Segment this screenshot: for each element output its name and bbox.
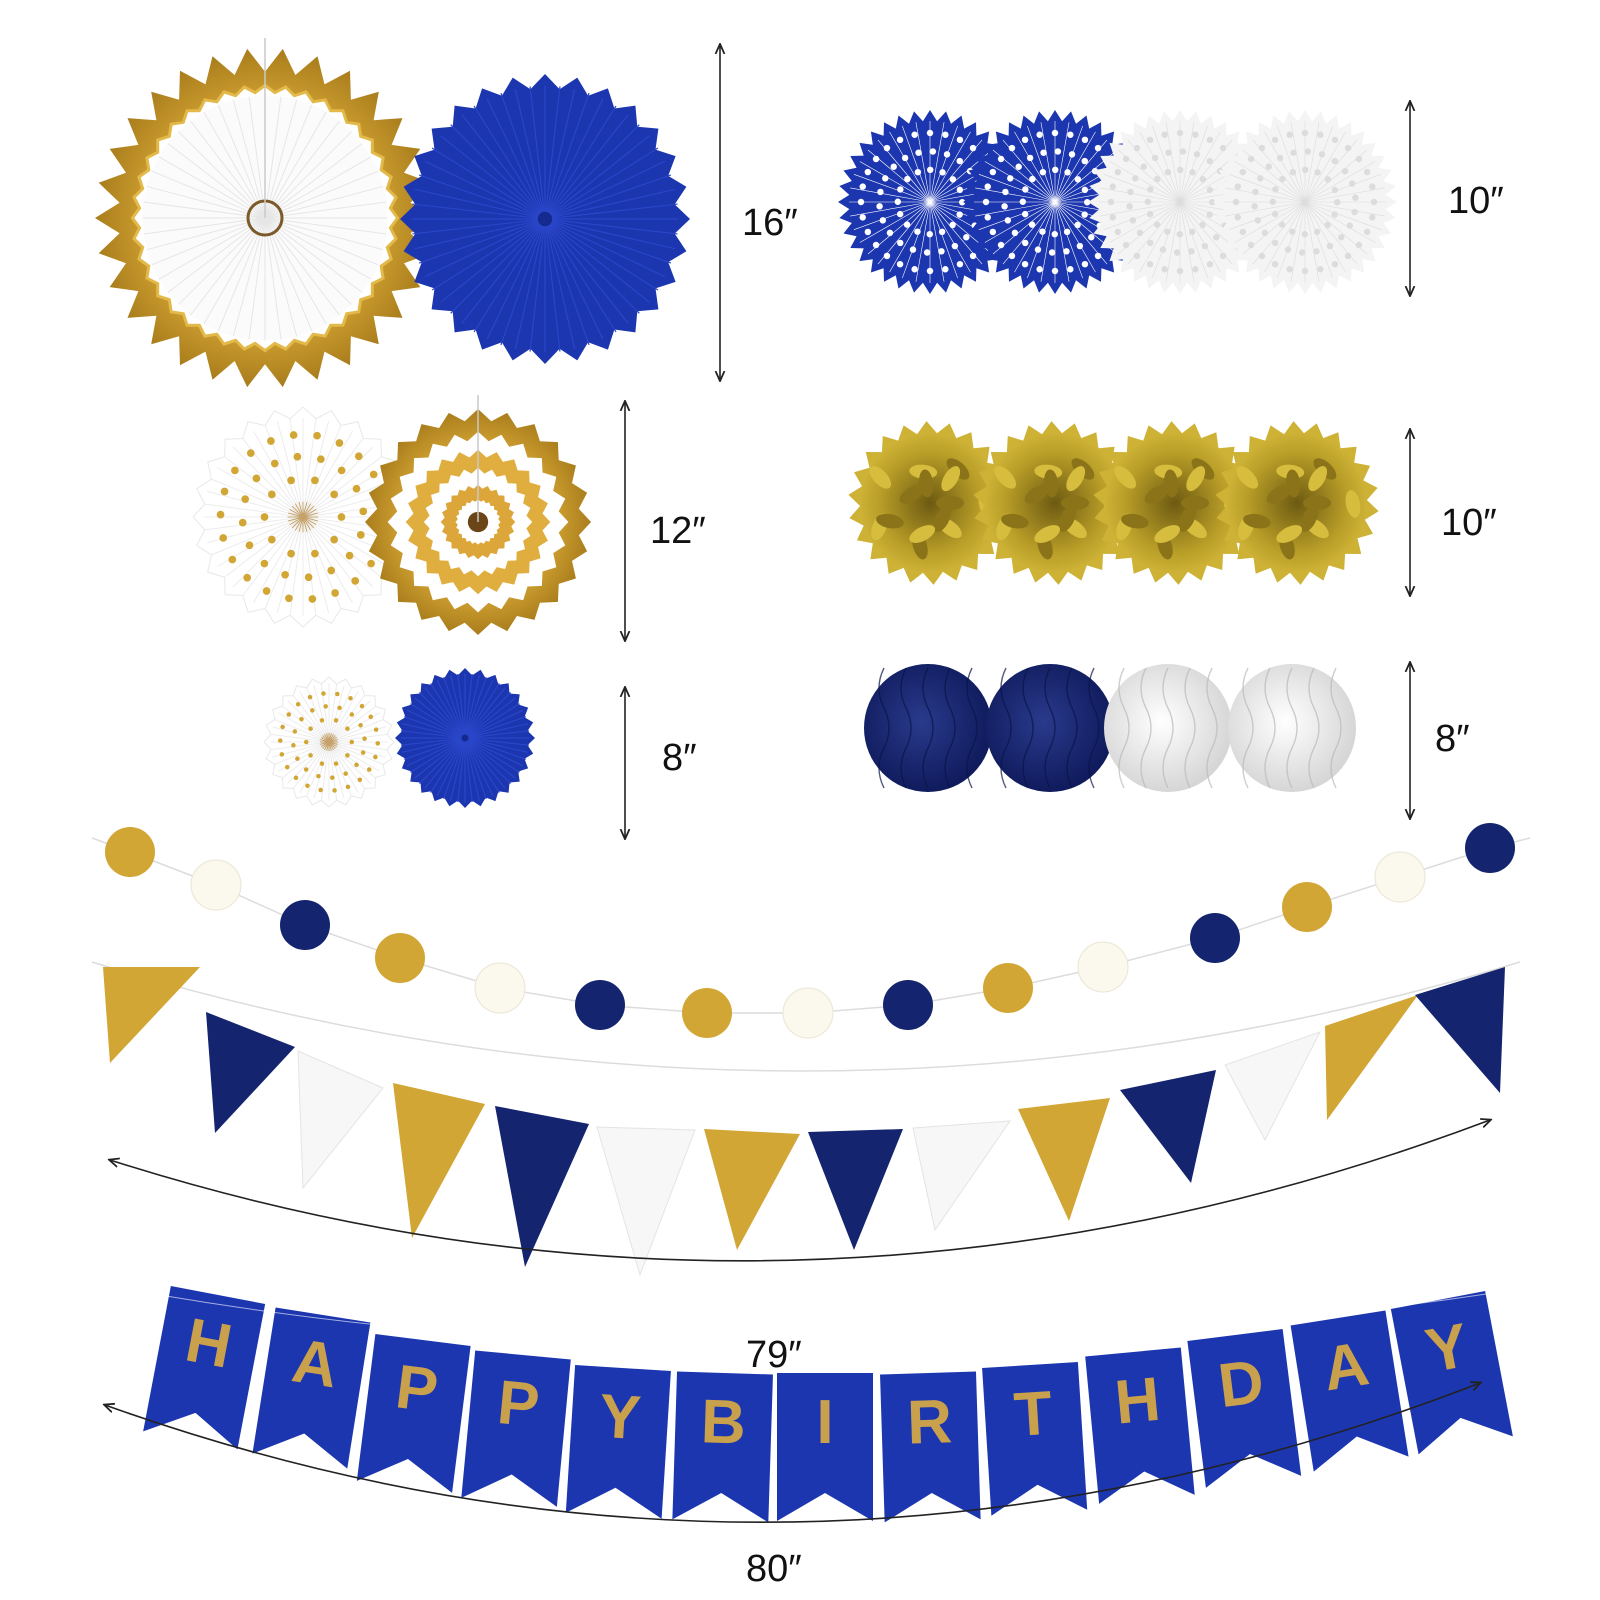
pennant-string <box>91 961 1521 1072</box>
white-lace-fan-2 <box>1213 110 1397 294</box>
garland-circle-gold <box>983 963 1033 1013</box>
banner-pennant: H <box>1085 1347 1195 1504</box>
banner-pennant: A <box>1290 1310 1409 1472</box>
pennant-flag-white <box>912 1120 1012 1232</box>
pennant-flag-navy <box>206 1012 295 1133</box>
gold-pom-pom-2 <box>973 421 1137 585</box>
garland-circle-gold <box>105 827 155 877</box>
royal-blue-fan-large <box>400 74 690 364</box>
garland-circle-navy <box>1465 823 1515 873</box>
pennant-flag-navy <box>1120 1070 1216 1183</box>
garland-circle-gold <box>1282 882 1332 932</box>
gold-pom-pom-4 <box>1215 421 1379 585</box>
pennant-flag-gold <box>1018 1098 1110 1221</box>
gold-pom-pom-1 <box>848 421 1012 585</box>
banner-letter: D <box>1215 1347 1268 1421</box>
honeycomb-balls-size-label: 8″ <box>1435 718 1470 760</box>
garland-circle-white <box>190 859 242 911</box>
garland-circle-navy <box>575 980 625 1030</box>
pennant-flag-white <box>1224 1031 1322 1142</box>
triangle-banner-length-arrow <box>110 1120 1490 1262</box>
triangle-banner-length-label: 79″ <box>746 1334 802 1376</box>
gold-striped-fan-medium <box>365 395 591 635</box>
navy-honeycomb-ball-2 <box>986 664 1114 792</box>
pennant-flag-navy <box>1415 967 1505 1093</box>
garland-circle-white <box>474 962 526 1014</box>
large-fans-size-label: 16″ <box>742 202 798 244</box>
medium-fans-size-label: 12″ <box>650 510 706 552</box>
royal-blue-fan-small <box>395 668 535 808</box>
garland-circle-navy <box>1190 913 1240 963</box>
banner-letter: B <box>700 1387 747 1457</box>
banner-pennant: I <box>777 1373 873 1521</box>
garland-circle-navy <box>280 900 330 950</box>
pennant-flag-gold <box>704 1129 800 1250</box>
banner-letter: R <box>906 1387 953 1457</box>
garland-circle-white <box>1077 941 1129 993</box>
pennant-flag-gold <box>1325 995 1418 1120</box>
pennant-flag-white <box>297 1050 384 1190</box>
banner-letter: T <box>1012 1379 1054 1450</box>
banner-pennant: Y <box>1390 1291 1513 1455</box>
banner-letter: P <box>495 1368 543 1441</box>
gold-white-fan-large <box>95 38 435 388</box>
garland-circle-navy <box>883 980 933 1030</box>
banner-pennant: T <box>982 1361 1088 1516</box>
garland-circle-gold <box>682 988 732 1038</box>
garland-circle-white <box>1374 851 1426 903</box>
small-paper-fans-size-label: 10″ <box>1448 180 1504 222</box>
banner-letter: H <box>1112 1365 1163 1438</box>
banner-letter: Y <box>597 1382 643 1453</box>
white-honeycomb-ball-3 <box>1104 664 1232 792</box>
pennant-flag-white <box>596 1126 696 1277</box>
pennant-flag-navy <box>808 1129 903 1250</box>
gold-pom-pom-3 <box>1093 421 1257 585</box>
banner-pennant: A <box>252 1307 371 1469</box>
polka-dot-fan-small <box>263 676 395 808</box>
banner-letter: I <box>816 1388 833 1457</box>
banner-pennant: P <box>356 1333 471 1493</box>
small-fans-size-label: 8″ <box>662 737 697 779</box>
banner-pennant: D <box>1187 1328 1302 1488</box>
pennant-flag-gold <box>103 967 200 1063</box>
white-honeycomb-ball-4 <box>1228 664 1356 792</box>
birthday-banner-length-label: 80″ <box>740 1550 808 1588</box>
banner-pennant: Y <box>565 1364 671 1519</box>
navy-honeycomb-ball-1 <box>864 664 992 792</box>
banner-pennant: R <box>880 1371 981 1523</box>
garland-circle-gold <box>375 933 425 983</box>
pennant-flag-navy <box>495 1106 589 1267</box>
garland-circle-white <box>782 987 834 1039</box>
banner-pennant: P <box>461 1350 571 1507</box>
banner-pennant: B <box>672 1371 773 1523</box>
banner-letter: P <box>392 1352 442 1426</box>
pennant-flag-gold <box>393 1083 485 1238</box>
pom-poms-size-label: 10″ <box>1441 502 1497 544</box>
birthday-banner-length-arrow <box>105 1383 1480 1524</box>
